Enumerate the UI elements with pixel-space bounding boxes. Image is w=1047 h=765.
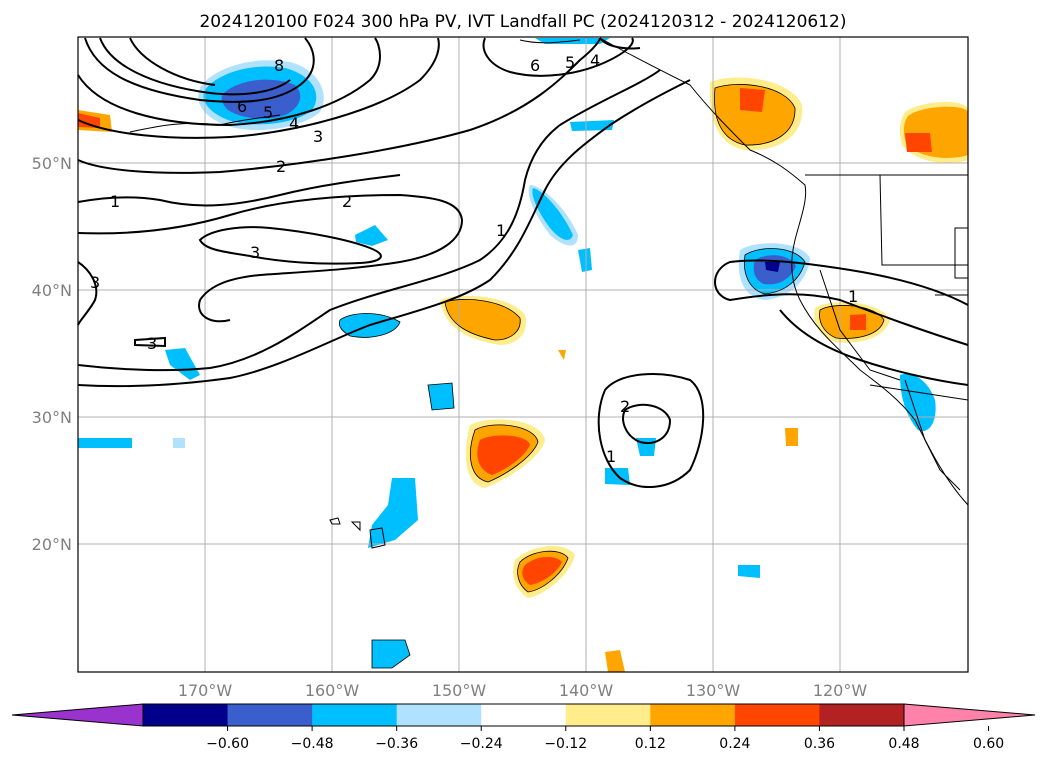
colorbar-cell [565,704,651,726]
colorbar-min-outline [11,703,144,727]
colorbar-cell [734,704,820,726]
colorbar-cell [396,704,482,726]
contour-label: 1 [110,192,120,211]
contour-label: 4 [590,51,600,70]
contour-label: 1 [848,287,858,306]
colorbar-cell [481,704,567,726]
lat-label: 40°N [32,281,72,300]
lon-label: 130°W [686,681,741,700]
longitude-labels: 170°W 160°W 150°W 140°W 130°W 120°W [178,681,868,700]
colorbar-cell [650,704,736,726]
colorbar-cell [227,704,313,726]
colorbar-cell [819,704,905,726]
colorbar-tick-label: −0.48 [291,736,334,752]
colorbar-max-outline [903,703,1036,727]
contour-label: 5 [565,53,575,72]
lon-label: 150°W [432,681,487,700]
colorbar-tick-label: 0.60 [973,736,1004,752]
contour-label: 1 [496,221,506,240]
lon-label: 170°W [178,681,233,700]
figure-title: 2024120100 F024 300 hPa PV, IVT Landfall… [199,12,846,32]
contour-label: 1 [606,447,616,466]
map-frame [77,36,969,673]
contour-label: 3 [250,243,260,262]
contour-label: 5 [263,103,273,122]
colorbar-tick-label: 0.36 [804,736,835,752]
colorbar-cell [143,704,229,726]
colorbar-min-extension [12,704,143,726]
contour-label: 6 [530,56,540,75]
latitude-labels: 50°N 40°N 30°N 20°N [32,154,72,554]
lon-label: 120°W [813,681,868,700]
contour-labels: 8 6 5 4 3 2 1 2 3 1 3 3 6 5 4 2 1 1 [90,51,858,466]
contour-label: 2 [620,397,630,416]
colorbar-tick-label: −0.24 [460,736,503,752]
contour-label: 3 [313,127,323,146]
lon-label: 160°W [305,681,360,700]
lat-label: 50°N [32,154,72,173]
colorbar-tick-label: 0.48 [888,736,919,752]
colorbar-tick-label: −0.36 [375,736,418,752]
colorbar-tick-label: −0.12 [544,736,587,752]
contour-label: 2 [276,157,286,176]
contour-label: 2 [342,192,352,211]
contour-label: 6 [237,97,247,116]
contour-label: 3 [90,273,100,292]
contour-label: 3 [147,334,157,353]
colorbar-tick-label: 0.24 [719,736,750,752]
colorbar-cell [312,704,398,726]
lon-label: 140°W [559,681,614,700]
lat-label: 20°N [32,535,72,554]
contour-label: 4 [289,114,299,133]
pv-contours [77,37,969,488]
contour-label: 8 [274,56,284,75]
map-gridlines [78,37,968,672]
colorbar-tick-label: 0.12 [635,736,666,752]
colorbar: −0.60 −0.48 −0.36 −0.24 −0.12 0.12 0.24 0.36 0.4… [11,703,1036,752]
colorbar-tick-label: −0.60 [206,736,249,752]
anomaly-outlines [338,84,885,669]
lat-label: 30°N [32,408,72,427]
colorbar-max-extension [904,704,1035,726]
